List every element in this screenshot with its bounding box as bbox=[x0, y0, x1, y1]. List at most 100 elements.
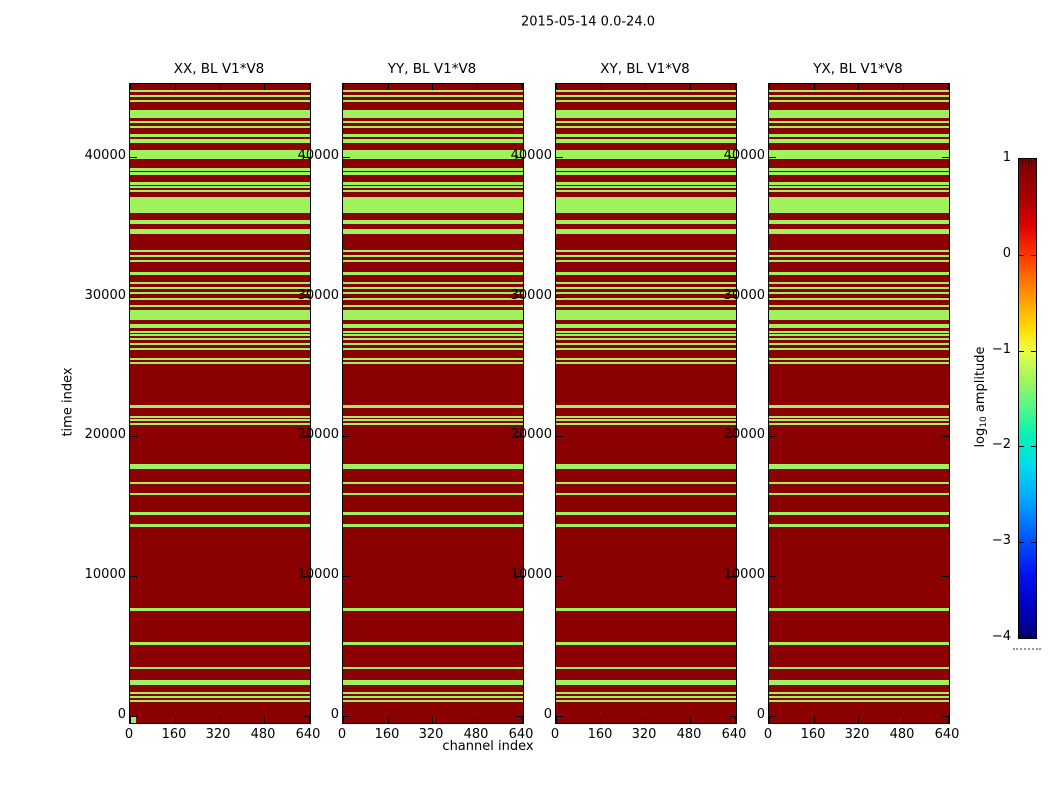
low-amplitude-stripe bbox=[556, 405, 736, 408]
low-amplitude-stripe bbox=[769, 362, 949, 364]
x-tick-label: 0 bbox=[763, 727, 773, 742]
x-tick-label: 640 bbox=[721, 727, 747, 742]
low-amplitude-stripe bbox=[556, 680, 736, 685]
low-amplitude-stripe bbox=[343, 680, 523, 685]
low-amplitude-stripe bbox=[130, 331, 310, 333]
low-amplitude-stripe bbox=[343, 362, 523, 364]
colorbar-tick-mark bbox=[1019, 255, 1024, 256]
low-amplitude-stripe bbox=[556, 310, 736, 320]
low-amplitude-stripe bbox=[769, 121, 949, 123]
low-amplitude-stripe bbox=[769, 110, 949, 118]
low-amplitude-stripe bbox=[130, 419, 310, 421]
x-tick-label: 0 bbox=[550, 727, 560, 742]
low-amplitude-stripe bbox=[130, 423, 310, 425]
low-amplitude-stripe bbox=[130, 272, 310, 275]
low-amplitude-stripe bbox=[343, 326, 523, 328]
low-amplitude-stripe bbox=[130, 282, 310, 284]
x-tick-mark bbox=[814, 717, 815, 723]
low-amplitude-stripe bbox=[130, 168, 310, 171]
low-amplitude-stripe bbox=[556, 134, 736, 137]
low-amplitude-stripe bbox=[130, 172, 310, 175]
colorbar-edge-tick-mark bbox=[1022, 632, 1023, 637]
low-amplitude-stripe bbox=[343, 220, 523, 224]
low-amplitude-stripe bbox=[769, 464, 949, 469]
heatmap-panel bbox=[555, 83, 737, 724]
low-amplitude-stripe bbox=[130, 680, 310, 685]
low-amplitude-stripe bbox=[556, 358, 736, 360]
y-tick-mark bbox=[769, 157, 776, 158]
low-amplitude-stripe bbox=[769, 229, 949, 234]
colorbar-edge-tick-mark bbox=[1031, 160, 1032, 165]
low-amplitude-stripe bbox=[130, 667, 310, 669]
low-amplitude-stripe bbox=[130, 512, 310, 515]
low-amplitude-stripe bbox=[556, 493, 736, 495]
low-amplitude-stripe bbox=[556, 416, 736, 418]
low-amplitude-stripe bbox=[343, 667, 523, 669]
y-tick-label: 40000 bbox=[84, 148, 126, 163]
low-amplitude-stripe bbox=[769, 298, 949, 300]
low-amplitude-stripe bbox=[130, 358, 310, 360]
y-tick-mark bbox=[303, 297, 310, 298]
low-amplitude-stripe bbox=[130, 250, 310, 252]
x-tick-mark bbox=[645, 84, 646, 90]
low-amplitude-stripe bbox=[130, 700, 310, 702]
low-amplitude-stripe bbox=[769, 197, 949, 213]
y-tick-label: 30000 bbox=[723, 288, 765, 303]
x-tick-mark bbox=[948, 84, 949, 90]
low-amplitude-stripe bbox=[343, 493, 523, 495]
low-amplitude-stripe bbox=[769, 182, 949, 185]
y-tick-mark bbox=[729, 716, 736, 717]
x-tick-mark bbox=[814, 84, 815, 90]
low-amplitude-stripe bbox=[343, 358, 523, 360]
low-amplitude-stripe bbox=[769, 331, 949, 333]
low-amplitude-stripe bbox=[130, 121, 310, 123]
low-amplitude-stripe bbox=[556, 334, 736, 336]
x-tick-mark bbox=[343, 84, 344, 90]
low-amplitude-stripe bbox=[769, 250, 949, 252]
low-amplitude-stripe bbox=[769, 282, 949, 284]
low-amplitude-stripe bbox=[130, 139, 310, 143]
low-amplitude-stripe bbox=[769, 524, 949, 527]
low-amplitude-stripe bbox=[769, 186, 949, 188]
low-amplitude-corner-patch bbox=[130, 716, 136, 723]
low-amplitude-stripe bbox=[130, 326, 310, 328]
y-tick-mark bbox=[729, 297, 736, 298]
colorbar-tick-mark bbox=[1019, 446, 1024, 447]
low-amplitude-stripe bbox=[769, 168, 949, 171]
colorbar-tick-mark bbox=[1031, 255, 1036, 256]
low-amplitude-stripe bbox=[769, 95, 949, 97]
low-amplitude-stripe bbox=[769, 260, 949, 262]
low-amplitude-stripe bbox=[769, 696, 949, 698]
x-tick-mark bbox=[175, 84, 176, 90]
x-tick-mark bbox=[769, 84, 770, 90]
y-tick-mark bbox=[942, 157, 949, 158]
y-tick-mark bbox=[556, 576, 563, 577]
low-amplitude-stripe bbox=[343, 692, 523, 694]
x-tick-mark bbox=[219, 717, 220, 723]
low-amplitude-stripe bbox=[343, 100, 523, 102]
y-tick-mark bbox=[556, 436, 563, 437]
low-amplitude-stripe bbox=[343, 696, 523, 698]
low-amplitude-stripe bbox=[130, 310, 310, 320]
x-tick-mark bbox=[130, 84, 131, 90]
low-amplitude-stripe bbox=[769, 700, 949, 702]
y-tick-label: 10000 bbox=[84, 567, 126, 582]
low-amplitude-stripe bbox=[343, 419, 523, 421]
colorbar-tick-label: −3 bbox=[991, 533, 1011, 548]
y-tick-label: 40000 bbox=[723, 148, 765, 163]
low-amplitude-stripe bbox=[343, 292, 523, 294]
low-amplitude-stripe bbox=[769, 692, 949, 694]
low-amplitude-stripe bbox=[130, 608, 310, 611]
low-amplitude-stripe bbox=[556, 692, 736, 694]
y-tick-mark bbox=[130, 436, 137, 437]
x-tick-mark bbox=[601, 717, 602, 723]
low-amplitude-stripe bbox=[343, 197, 523, 213]
y-tick-label: 10000 bbox=[723, 567, 765, 582]
y-tick-mark bbox=[130, 576, 137, 577]
low-amplitude-stripe bbox=[769, 405, 949, 408]
x-tick-mark bbox=[219, 84, 220, 90]
x-tick-label: 640 bbox=[295, 727, 321, 742]
x-tick-label: 640 bbox=[934, 727, 960, 742]
low-amplitude-stripe bbox=[130, 186, 310, 188]
